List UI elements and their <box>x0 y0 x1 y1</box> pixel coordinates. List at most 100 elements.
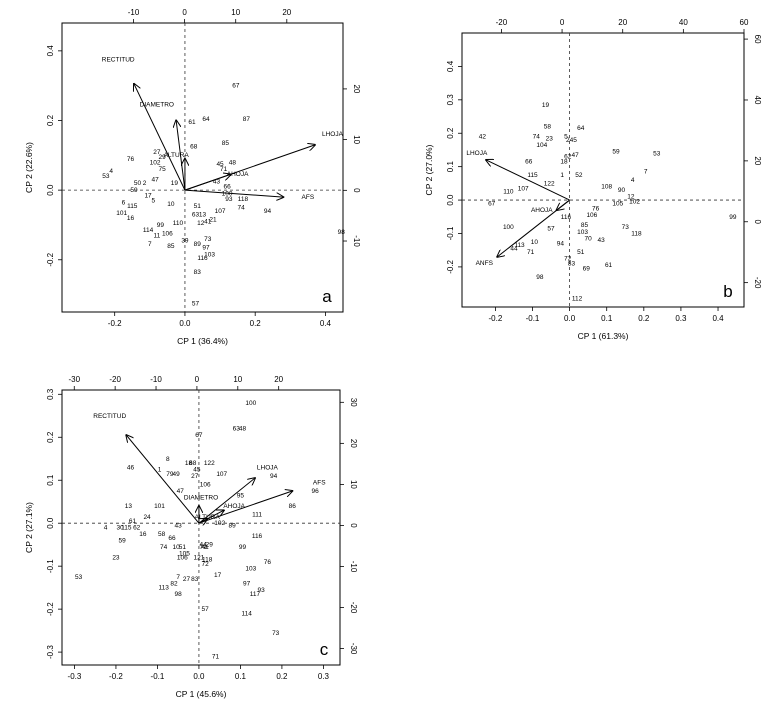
y-tick-label: 0.2 <box>446 127 455 139</box>
observation-point: 90 <box>618 187 626 194</box>
observation-point: 71 <box>220 166 228 173</box>
observation-point: 110 <box>173 220 184 227</box>
observation-point: 47 <box>572 152 580 159</box>
loading-arrow <box>134 84 186 191</box>
observation-point: 12 <box>197 220 205 227</box>
y-tick-label: 0.4 <box>46 45 55 57</box>
x-tick-label: 0.3 <box>675 314 687 323</box>
observation-point: 71 <box>527 249 535 256</box>
observation-point: 1 <box>560 172 564 179</box>
x-tick-label: 0.2 <box>638 314 650 323</box>
right-tick-label: 20 <box>753 156 762 165</box>
loading-arrow <box>126 435 200 524</box>
observation-point: 94 <box>270 473 278 480</box>
observation-point: 52 <box>575 172 583 179</box>
observation-point: 116 <box>561 214 572 221</box>
loading-label: AFS <box>313 480 326 487</box>
observation-point: 82 <box>170 580 178 587</box>
observation-point: 105 <box>179 550 190 557</box>
observation-point: 87 <box>243 116 251 123</box>
observation-point: 19 <box>171 180 179 187</box>
observation-point: 107 <box>518 185 529 192</box>
observation-point: 48 <box>229 159 237 166</box>
observation-point: 27 <box>153 149 161 156</box>
observation-point: 51 <box>194 203 202 210</box>
observation-point: 8 <box>166 456 170 463</box>
observation-point: 58 <box>158 531 166 538</box>
observation-point: 76 <box>264 559 272 566</box>
x-axis-title: CP 1 (61.3%) <box>578 331 629 341</box>
x-tick-label: 0.1 <box>601 314 613 323</box>
observation-point: 95 <box>237 492 245 499</box>
observation-point: 64 <box>577 125 585 132</box>
x-tick-label: 0.3 <box>318 672 330 681</box>
x-tick-label: -0.2 <box>108 319 122 328</box>
right-tick-label: 20 <box>349 439 358 448</box>
observation-point: 59 <box>612 149 620 156</box>
observation-point: 101 <box>154 503 165 510</box>
observation-point: 73 <box>272 630 280 637</box>
top-tick-label: 10 <box>233 375 242 384</box>
observation-point: 29 <box>206 542 214 549</box>
observation-point: 104 <box>536 142 547 149</box>
loading-label: LHOJA <box>257 464 279 471</box>
loading-label: LHOJA <box>466 150 488 157</box>
observation-point: 100 <box>503 224 514 231</box>
observation-point: 103 <box>577 229 588 236</box>
observation-point: 93 <box>258 587 266 594</box>
observation-point: 102 <box>629 199 640 206</box>
x-axis-title: CP 1 (45.6%) <box>176 689 227 699</box>
x-tick-label: -0.2 <box>488 314 502 323</box>
observation-point: 110 <box>503 189 514 196</box>
observation-point: 79 <box>166 471 174 478</box>
right-tick-label: -10 <box>349 561 358 573</box>
observation-point: 29 <box>158 154 166 161</box>
observation-point: 113 <box>158 585 169 592</box>
x-tick-label: 0.4 <box>712 314 724 323</box>
observation-point: 102 <box>214 520 225 527</box>
observation-point: 24 <box>143 514 151 521</box>
y-tick-label: 0.3 <box>446 94 455 106</box>
observation-point: 113 <box>514 242 525 249</box>
observation-point: 85 <box>167 243 175 250</box>
observation-point: 76 <box>127 156 135 163</box>
observation-point: 72 <box>202 561 210 568</box>
top-tick-label: -10 <box>150 375 162 384</box>
observation-point: 47 <box>151 177 159 184</box>
observation-point: 67 <box>232 83 240 90</box>
observation-point: 57 <box>202 606 210 613</box>
observation-point: 71 <box>212 653 220 660</box>
top-tick-label: 20 <box>618 18 627 27</box>
observation-point: 98 <box>338 229 346 236</box>
observation-point: 68 <box>189 460 197 467</box>
right-tick-label: 10 <box>352 135 361 144</box>
observation-point: 23 <box>546 135 554 142</box>
observation-point: 122 <box>204 460 215 467</box>
observation-point: 44 <box>510 246 518 253</box>
biplot-panel-b: -0.2 -0.1 0.0 0.1 0.2 0.3 0.4 -0.2 -0.1 0.0 0.1 0.2… <box>424 18 762 341</box>
loading-arrow <box>198 491 292 524</box>
observation-point: 73 <box>204 236 212 243</box>
observation-point: 66 <box>525 159 533 166</box>
y-tick-label: 0.0 <box>46 184 55 196</box>
loading-label: DIAMETRO <box>140 102 174 109</box>
observation-point: 70 <box>585 236 593 243</box>
loading-arrow <box>176 120 186 191</box>
observation-point: 41 <box>204 218 212 225</box>
y-tick-label: 0.0 <box>446 194 455 206</box>
observation-point: 27 <box>183 576 191 583</box>
panel-label: c <box>320 640 329 659</box>
y-tick-label: 0.4 <box>446 60 455 72</box>
observation-point: 1 <box>158 466 162 473</box>
loading-label: ALTURA <box>195 514 221 521</box>
observation-point: 18 <box>560 159 568 166</box>
observation-point: 61 <box>188 119 196 126</box>
observation-point: 7 <box>148 241 152 248</box>
top-tick-label: -20 <box>109 375 121 384</box>
observation-point: 99 <box>729 214 737 221</box>
top-tick-label: 10 <box>231 8 240 17</box>
observation-point: 66 <box>223 184 231 191</box>
observation-point: 13 <box>125 503 133 510</box>
top-tick-label: -20 <box>496 18 508 27</box>
top-tick-label: 20 <box>282 8 291 17</box>
